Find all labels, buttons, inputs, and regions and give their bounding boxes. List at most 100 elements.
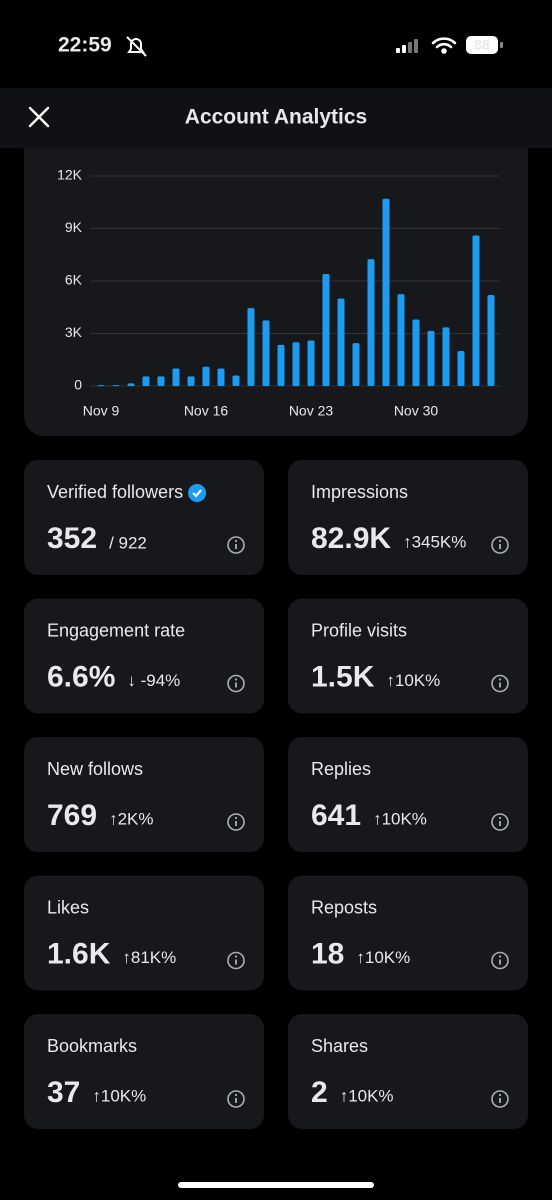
y-tick-label: 0 (74, 377, 82, 393)
metric-card (24, 1014, 264, 1129)
metric-card (24, 875, 264, 991)
info-icon-dot (234, 816, 238, 820)
metric-value: 1.6K (47, 937, 111, 970)
metric-value: 37 (47, 1076, 80, 1109)
header-title: Account Analytics (185, 106, 367, 129)
bar (367, 259, 375, 386)
metric-change: ↑81K% (122, 948, 176, 967)
metric-card (288, 1014, 528, 1129)
cards: Verified followers 352 / 922 Impressions 82.… (24, 460, 528, 1129)
info-icon-dot (498, 539, 502, 543)
chart: 0 3K 6K 9K 12K Nov 9 Nov 16 Nov 23 Nov 30 (57, 167, 500, 419)
info-icon-dot (498, 816, 502, 820)
battery-tip (500, 42, 503, 48)
metric-value: 18 (311, 937, 344, 970)
metric-change: ↑10K% (356, 948, 410, 967)
metric-value: 1.5K (311, 660, 375, 693)
metric-change: ↑2K% (109, 809, 153, 828)
y-tick-label: 3K (65, 324, 83, 340)
home-indicator (178, 1182, 374, 1188)
metric-card (288, 875, 528, 991)
bar (337, 298, 345, 386)
bar (352, 343, 360, 386)
bar (457, 351, 465, 386)
metric-change: ↑10K% (92, 1086, 146, 1105)
clock: 22:59 (58, 34, 112, 57)
metric-label: New follows (47, 759, 143, 779)
bar (202, 366, 210, 386)
metric-change: ↓ -94% (127, 671, 180, 690)
metric-label: Profile visits (311, 620, 407, 640)
wifi-icon (431, 37, 457, 54)
metric-value: 641 (311, 799, 361, 832)
close-button[interactable] (28, 106, 50, 128)
verified-badge (188, 484, 207, 502)
info-icon[interactable] (227, 951, 245, 970)
metric-label: Reposts (311, 897, 377, 917)
info-icon[interactable] (227, 536, 245, 554)
battery (466, 36, 498, 54)
bar (292, 342, 300, 386)
info-icon[interactable] (491, 813, 509, 831)
info-icon-dot (234, 955, 238, 958)
bar (322, 274, 330, 386)
metric-change: ↑10K% (340, 1086, 394, 1105)
metric-value: 6.6% (47, 660, 115, 693)
bar (472, 235, 480, 386)
signal-icon (396, 39, 418, 53)
bar (412, 319, 420, 386)
metric-label: Replies (311, 759, 371, 779)
y-tick-label: 12K (57, 167, 83, 183)
metric-card (288, 460, 528, 575)
bar (262, 320, 270, 386)
info-icon-dot (498, 955, 502, 958)
bar (307, 340, 315, 386)
y-tick-label: 6K (65, 272, 83, 288)
metric-label: Likes (47, 897, 89, 917)
info-icon[interactable] (227, 674, 245, 693)
bar (187, 376, 195, 386)
metric-card (288, 737, 528, 852)
bar (427, 330, 435, 386)
info-icon[interactable] (227, 1090, 245, 1108)
mute-icon (126, 36, 147, 57)
metric-label: Bookmarks (47, 1036, 137, 1056)
info-icon[interactable] (491, 1090, 509, 1108)
info-icon[interactable] (491, 536, 509, 554)
bar (442, 327, 450, 386)
info-icon-dot (498, 1093, 502, 1097)
info-icon[interactable] (491, 674, 509, 693)
bar (142, 376, 150, 386)
metric-value: 82.9K (311, 522, 391, 555)
metric-card (24, 598, 264, 714)
info-icon[interactable] (491, 951, 509, 970)
bar (97, 385, 105, 387)
metric-card (24, 460, 264, 575)
chart-card (24, 148, 528, 436)
metric-card (24, 737, 264, 852)
x-tick-label: Nov 23 (289, 403, 334, 419)
info-icon[interactable] (227, 813, 245, 831)
metric-label: Impressions (311, 482, 408, 502)
metric-change: ↑10K% (373, 809, 427, 828)
bar (487, 295, 495, 386)
bar (112, 385, 120, 387)
bar (277, 344, 285, 386)
info-icon-dot (498, 678, 502, 681)
bar (397, 294, 405, 386)
metric-label: Verified followers (47, 482, 183, 502)
bar (232, 375, 240, 386)
metric-label: Shares (311, 1036, 368, 1056)
bar (127, 383, 135, 386)
x-tick-label: Nov 16 (184, 403, 229, 419)
bar (247, 308, 255, 386)
bar (157, 376, 165, 386)
metric-value: 769 (47, 799, 97, 832)
info-icon-dot (234, 678, 238, 681)
metric-value: 352 (47, 522, 97, 555)
metric-label: Engagement rate (47, 620, 185, 640)
verified-check (192, 489, 202, 498)
bar (217, 368, 225, 386)
info-icon-dot (234, 539, 238, 543)
